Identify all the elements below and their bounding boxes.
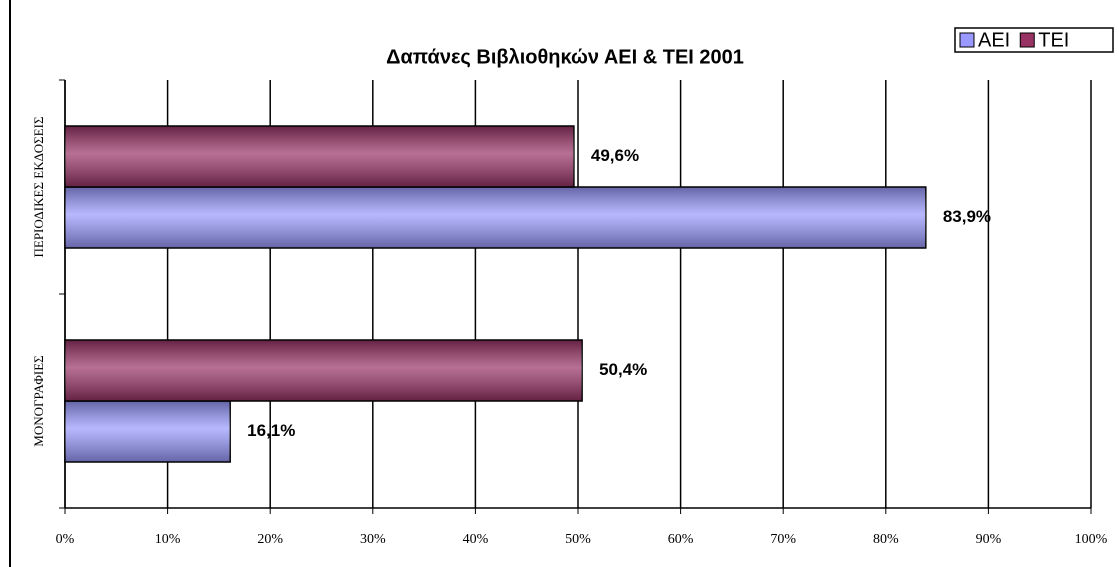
bar-shine bbox=[65, 401, 231, 462]
legend-label: ΤΕΙ bbox=[1038, 29, 1069, 51]
chart-title: Δαπάνες Βιβλιοθηκών ΑΕΙ & ΤΕΙ 2001 bbox=[386, 46, 744, 68]
value-label: 83,9% bbox=[943, 207, 991, 226]
value-label: 16,1% bbox=[247, 421, 295, 440]
x-tick-label: 10% bbox=[155, 532, 181, 547]
x-tick-label: 70% bbox=[770, 532, 796, 547]
value-label: 50,4% bbox=[599, 360, 647, 379]
x-tick-label: 90% bbox=[976, 532, 1002, 547]
bar-shine bbox=[65, 187, 926, 248]
legend-label: ΑΕΙ bbox=[978, 29, 1010, 51]
value-label: 49,6% bbox=[591, 146, 639, 165]
bar-shine bbox=[65, 126, 574, 187]
x-tick-label: 20% bbox=[257, 532, 283, 547]
bar-shine bbox=[65, 340, 583, 401]
x-tick-label: 100% bbox=[1075, 532, 1108, 547]
legend-swatch bbox=[1019, 32, 1035, 48]
y-tick-label: ΠΕΡΙΟΔΙΚΕΣ ΕΚΔΟΣΕΙΣ bbox=[31, 116, 46, 257]
x-tick-label: 0% bbox=[56, 532, 75, 547]
x-tick-label: 40% bbox=[463, 532, 489, 547]
x-tick-label: 80% bbox=[873, 532, 899, 547]
x-tick-label: 50% bbox=[565, 532, 591, 547]
x-tick-label: 60% bbox=[668, 532, 694, 547]
legend-swatch bbox=[959, 32, 975, 48]
x-tick-label: 30% bbox=[360, 532, 386, 547]
y-tick-label: ΜΟΝΟΓΡΑΦΙΕΣ bbox=[31, 355, 46, 446]
